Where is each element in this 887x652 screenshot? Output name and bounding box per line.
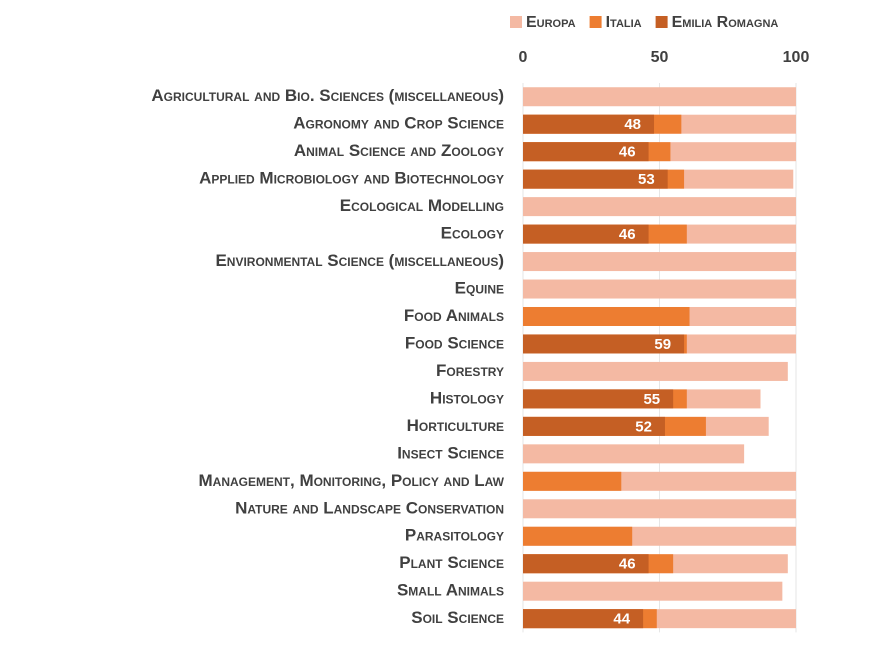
bar <box>523 306 690 326</box>
bar <box>523 142 649 162</box>
data-label: 44 <box>613 611 630 628</box>
category-label: Histology <box>430 388 504 407</box>
bar <box>523 581 783 601</box>
bar <box>523 114 655 134</box>
category-label: Ecology <box>441 224 504 243</box>
category-label: Insect Science <box>397 443 504 462</box>
bar <box>523 609 644 629</box>
bar <box>523 389 674 409</box>
category-label: Applied Microbiology and Biotechnology <box>199 169 504 188</box>
x-tick-label: 0 <box>519 49 528 66</box>
bar <box>523 499 796 519</box>
data-label: 53 <box>638 171 655 188</box>
bar <box>523 252 796 272</box>
legend-swatch <box>589 16 602 28</box>
bar <box>523 444 745 464</box>
category-label: Equine <box>455 279 504 298</box>
bar <box>523 526 633 546</box>
category-label: Soil Science <box>411 608 504 627</box>
bar <box>523 224 649 244</box>
legend-label: Europa <box>526 14 576 31</box>
data-label: 52 <box>635 418 652 435</box>
bar <box>523 334 685 354</box>
legend-label: Emilia Romagna <box>672 14 779 31</box>
category-label: Parasitology <box>405 526 504 545</box>
bar <box>523 279 796 299</box>
legend-swatch <box>510 16 522 28</box>
data-label: 46 <box>619 144 636 161</box>
category-label: Horticulture <box>407 416 504 435</box>
bar <box>523 197 796 217</box>
category-label: Environmental Science (miscellaneous) <box>215 251 504 270</box>
category-label: Nature and Landscape Conservation <box>235 498 504 517</box>
bar <box>523 471 622 491</box>
category-label: Agronomy and Crop Science <box>293 114 504 133</box>
data-label: 46 <box>619 226 636 243</box>
data-label: 59 <box>654 336 671 353</box>
category-label: Food Science <box>405 333 504 352</box>
bar <box>523 87 796 107</box>
bar <box>523 361 788 381</box>
legend-swatch <box>655 16 668 28</box>
bar <box>523 169 668 189</box>
bar <box>523 416 665 436</box>
category-label: Small Animals <box>397 581 504 600</box>
x-tick-label: 50 <box>651 49 669 66</box>
x-tick-label: 100 <box>783 49 810 66</box>
data-label: 55 <box>643 391 660 408</box>
category-label: Forestry <box>436 361 504 380</box>
data-label: 48 <box>624 116 641 133</box>
data-label: 46 <box>619 556 636 573</box>
category-label: Animal Science and Zoology <box>294 141 504 160</box>
legend-label: Italia <box>606 14 642 31</box>
bar <box>523 554 649 574</box>
category-label: Food Animals <box>404 306 504 325</box>
category-label: Ecological Modelling <box>340 196 504 215</box>
category-label: Plant Science <box>399 553 504 572</box>
category-label: Management, Monitoring, Policy and Law <box>199 471 505 490</box>
category-label: Agricultural and Bio. Sciences (miscella… <box>151 86 504 105</box>
